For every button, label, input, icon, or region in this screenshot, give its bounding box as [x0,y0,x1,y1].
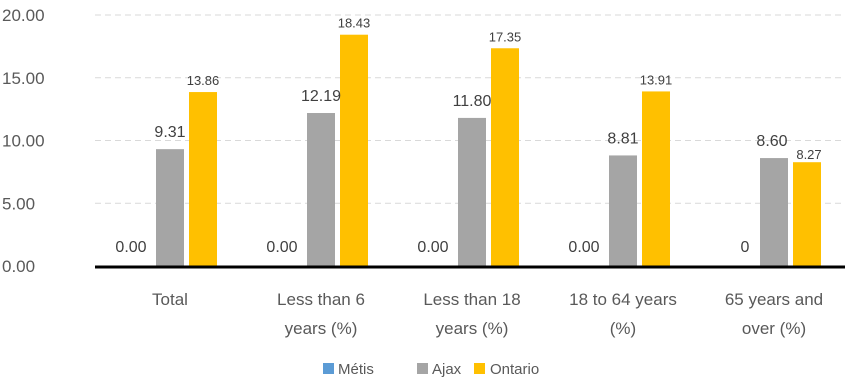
bar [307,113,335,266]
data-label: 8.81 [607,130,638,147]
category-label: Total [152,290,188,309]
data-label: 0.00 [568,239,599,256]
data-label: 11.80 [453,93,492,110]
legend-label: Ontario [490,361,539,378]
category-label-line: Less than 6 [277,290,365,309]
data-label: 13.86 [187,73,220,88]
bar [642,91,670,266]
category-labels: Total Less than 6 years (%) Less than 18 yea… [152,290,823,338]
category-label: Less than 18 years (%) [423,290,520,338]
category-label: 18 to 64 years (%) [569,290,677,338]
category-label-line: years (%) [436,319,509,338]
bar [156,149,184,266]
category-label-line: 65 years and [725,290,823,309]
data-label: 9.31 [154,124,185,141]
category-label-line: over (%) [742,319,806,338]
legend-label: Métis [338,361,374,378]
y-tick-label: 5.00 [2,194,35,213]
category-label: Less than 6 years (%) [277,290,365,338]
bar [458,117,486,266]
legend-swatch [474,363,485,374]
category-label-line: 18 to 64 years [569,290,677,309]
bar [609,155,637,266]
data-label: 0.00 [417,239,448,256]
data-label: 0.00 [115,239,146,256]
y-tick-label: 10.00 [2,132,45,151]
bar [491,48,519,266]
data-label: 0.00 [266,239,297,256]
category-label-line: (%) [610,319,636,338]
category-label: 65 years and over (%) [725,290,823,338]
data-label: 17.35 [489,29,522,44]
data-label: 8.60 [756,133,787,150]
bar [340,34,368,267]
data-label: 8.27 [796,147,821,162]
data-labels: 0.00 0.00 0.00 0.00 0 9.31 12.19 11.80 8.81 8.60 1… [115,16,821,256]
bars [156,34,821,267]
y-tick-label: 0.00 [2,257,35,276]
category-label-line: Less than 18 [423,290,520,309]
y-tick-label: 20.00 [2,6,45,25]
legend-swatch [323,363,334,374]
data-label: 13.91 [640,72,673,87]
y-axis-ticks: 0.00 5.00 10.00 15.00 20.00 [2,6,45,276]
data-label: 0 [741,239,750,256]
bar [189,92,217,266]
category-label-line: years (%) [285,319,358,338]
data-label: 18.43 [338,16,371,31]
legend-swatch [417,363,428,374]
legend-label: Ajax [432,361,462,378]
data-label: 12.19 [301,88,341,105]
legend: Métis Ajax Ontario [323,361,539,378]
bar [760,158,788,266]
category-label-line: Total [152,290,188,309]
y-tick-label: 15.00 [2,69,45,88]
bar [793,162,821,266]
